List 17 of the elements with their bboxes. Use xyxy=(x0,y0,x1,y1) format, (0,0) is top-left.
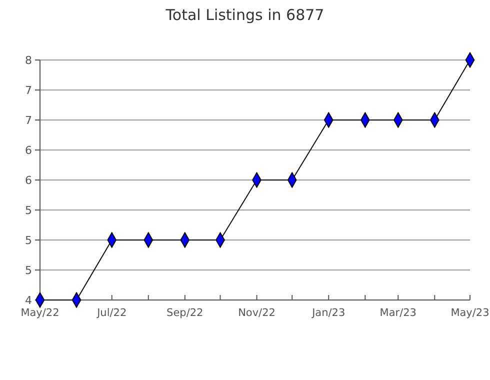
y-tick-label: 5 xyxy=(25,204,32,217)
x-tick-label: May/22 xyxy=(20,307,60,319)
x-tick-label: Jul/22 xyxy=(96,307,127,319)
x-tick-label: Nov/22 xyxy=(238,307,276,319)
y-tick-label: 6 xyxy=(25,174,32,187)
y-tick-label: 7 xyxy=(25,84,32,97)
x-tick-label: Jan/23 xyxy=(311,307,346,319)
x-tick-label: May/23 xyxy=(450,307,490,319)
y-tick-label: 4 xyxy=(25,294,32,307)
y-tick-label: 7 xyxy=(25,114,32,127)
x-tick-label: Sep/22 xyxy=(166,307,204,319)
y-tick-label: 6 xyxy=(25,144,32,157)
chart-title: Total Listings in 6877 xyxy=(164,6,324,24)
y-tick-label: 5 xyxy=(25,264,32,277)
y-tick-label: 8 xyxy=(25,54,32,67)
x-tick-label: Mar/23 xyxy=(380,307,416,319)
y-tick-label: 5 xyxy=(25,234,32,247)
